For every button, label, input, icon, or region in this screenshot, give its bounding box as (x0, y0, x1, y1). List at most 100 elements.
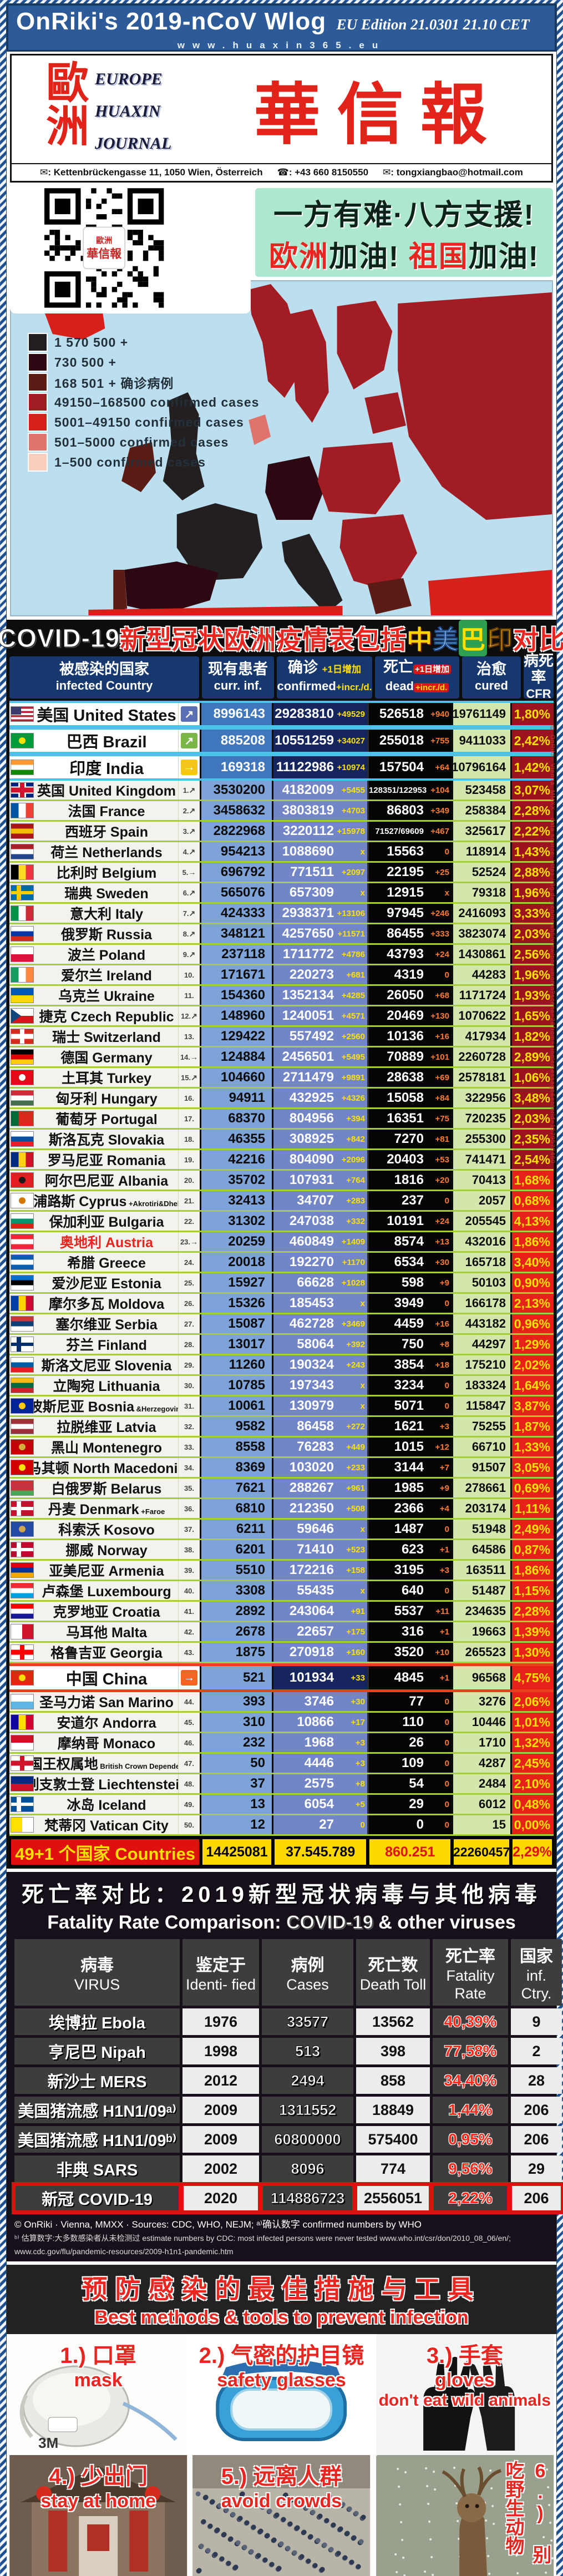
cured-value: 3276 (452, 1692, 510, 1711)
confirmed-value: 130979 x (272, 1396, 367, 1415)
col-dead-en: dead (385, 679, 414, 693)
legend-item: 5001–49150 confirmed cases (28, 412, 259, 432)
cfr-value: 1,11% (510, 1499, 554, 1518)
table-row: 摩尔多瓦 Moldova 26. 15326 185453 x 3949 0 166178 2,… (9, 1294, 554, 1314)
current-infected-value: 6810 (200, 1499, 272, 1518)
prevention-card-home: 4.) 少出门 stay at home (7, 2455, 190, 2576)
current-infected-value: 104660 (200, 1068, 272, 1087)
country-flag-icon (11, 1562, 34, 1578)
site-url: www.huaxin365.eu (177, 40, 386, 50)
table-row: 卢森堡 Luxembourg 40. 3308 55435 x 640 0 51487 1,15… (9, 1581, 554, 1602)
country-flag-icon (11, 1131, 34, 1147)
cfr-value: 2,45% (510, 1754, 554, 1773)
table-row: 挪威 Norway 38. 6201 71410 +523 623 +1 64586 0,87% (9, 1540, 554, 1561)
current-infected-value: 32413 (200, 1191, 272, 1210)
table-row: 美国 United States ↗ 8996143 29283810 +49529 52… (9, 701, 554, 727)
virus-countries: 206 (511, 2126, 562, 2153)
virus-fatality-rate: 77,58% (433, 2038, 508, 2064)
current-infected-value: 310 (200, 1713, 272, 1732)
confirmed-value: 55435 x (272, 1581, 367, 1600)
rank-cell: 28. (178, 1335, 200, 1354)
cured-value: 44283 (452, 965, 510, 984)
country-name: 俄罗斯 Russia (35, 924, 178, 943)
flag-cell (9, 1520, 35, 1538)
cured-value: 2416093 (452, 904, 510, 923)
journal-en-line: HUAXIN (95, 102, 161, 120)
cured-value: 265523 (452, 1643, 510, 1662)
virus-fatality-rate: 9,56% (433, 2155, 508, 2182)
title-part: COVID-19 (0, 624, 120, 653)
current-infected-value: 8558 (200, 1438, 272, 1456)
cfr-value: 4,13% (510, 1212, 554, 1231)
contact-line: ✉: Kettenbrückengasse 11, 1050 Wien, Öst… (12, 163, 551, 181)
current-infected-value: 15087 (200, 1314, 272, 1333)
virus-countries: 9 (511, 2008, 562, 2035)
confirmed-value: 185453 x (272, 1294, 367, 1313)
deaths-value: 5537 +11 (367, 1602, 452, 1621)
prevention-label-extra: don't eat wild animals (378, 2391, 551, 2410)
rank-text: 22. (184, 1217, 195, 1226)
country-name: 摩尔多瓦 Moldova (35, 1294, 178, 1313)
country-flag-icon (11, 1357, 34, 1373)
rank-cell: 14.→ (178, 1047, 200, 1066)
confirmed-value: 66628 +1028 (272, 1273, 367, 1292)
footnote-2: ᵇ⁾ 估算数字:大多数感染者从未检测过 estimate numbers by … (14, 2234, 511, 2256)
cured-value: 52524 (452, 863, 510, 882)
col-header-country: 被感染的国家 infected Country (9, 656, 199, 699)
deaths-value: 20403 +53 (367, 1150, 452, 1169)
flag-cell (9, 1171, 35, 1190)
deaths-value: 29 0 (367, 1795, 452, 1814)
confirmed-value: 1240051 +4571 (272, 1006, 367, 1025)
country-name: 瑞典 Sweden (35, 883, 178, 902)
flag-cell (9, 756, 35, 778)
country-name: 马耳他 Malta (35, 1622, 178, 1641)
rank-cell: 7.↗ (178, 904, 200, 923)
svg-text:3M: 3M (38, 2435, 58, 2451)
virus-deaths: 18849 (356, 2097, 430, 2123)
confirmed-value: 11122986 +10974 (272, 756, 367, 778)
virus-name: 美国猪流感 H1N1/09ᵇ⁾ (14, 2126, 180, 2153)
col-confirmed-cn: 确诊 (288, 659, 318, 676)
flag-cell (9, 1561, 35, 1580)
col-confirmed-chip-en: +incr./d. (336, 682, 372, 692)
deaths-value: 54 0 (367, 1774, 452, 1793)
cured-value: 203174 (452, 1499, 510, 1518)
country-name-text: 英国王权属地 British Crown Dependencies (14, 1757, 199, 1772)
cured-value: 50103 (452, 1273, 510, 1292)
prevention-label-cn: 2.) 气密的护目镜 (199, 2344, 364, 2368)
cfr-value: 1,96% (510, 883, 554, 902)
country-flag-icon (11, 1439, 34, 1455)
country-name: 乌克兰 Ukraine (35, 986, 178, 1005)
flag-cell (9, 1815, 35, 1834)
slogan-line1: 一方有难·八方支援! (273, 199, 535, 231)
deaths-value: 22195 +25 (367, 863, 452, 882)
confirmed-value: 4257650 +11571 (272, 924, 367, 943)
virus-countries: 28 (511, 2067, 562, 2094)
current-infected-value: 2678 (200, 1622, 272, 1641)
table-row: 保加利亚 Bulgaria 22. 31302 247038 +332 10191 +24 2… (9, 1212, 554, 1232)
current-infected-value: 15927 (200, 1273, 272, 1292)
current-infected-value: 12 (200, 1815, 272, 1834)
flag-cell (9, 1417, 35, 1436)
cfr-value: 1,87% (510, 1417, 554, 1436)
confirmed-value: 29283810 +49529 (272, 703, 367, 725)
journal-name-en: EUROPE HUAXIN JOURNAL (95, 63, 171, 160)
table-row: 爱尔兰 Ireland 10. 171671 220273 +681 4319 0 44283… (9, 965, 554, 986)
cured-value: 205545 (452, 1212, 510, 1231)
country-name: 白俄罗斯 Belarus (35, 1479, 178, 1497)
rank-cell: 48. (178, 1774, 200, 1793)
legend-swatch (28, 373, 48, 392)
rank-text: 5.→ (182, 868, 196, 877)
rank-cell: 12.↗ (178, 1006, 200, 1025)
map-legend: 1 570 500 + 730 500 + 168 501 + 确诊病例 49150–… (28, 332, 259, 472)
col-header-confirmed: 确诊 +1日增加 confirmed+incr./d. (277, 656, 372, 699)
deaths-value: 1816 +20 (367, 1171, 452, 1190)
flag-cell (9, 822, 35, 841)
virus-title-en: Fatality Rate Comparison: COVID-19 & oth… (14, 1912, 549, 1934)
cured-value: 19663 (452, 1622, 510, 1641)
country-flag-icon (11, 1152, 34, 1167)
confirmed-value: 462728 +3469 (272, 1314, 367, 1333)
deaths-value: 128351/122953 +104 (367, 781, 452, 799)
legend-label: 730 500 + (54, 355, 116, 370)
current-infected-value: 15326 (200, 1294, 272, 1313)
